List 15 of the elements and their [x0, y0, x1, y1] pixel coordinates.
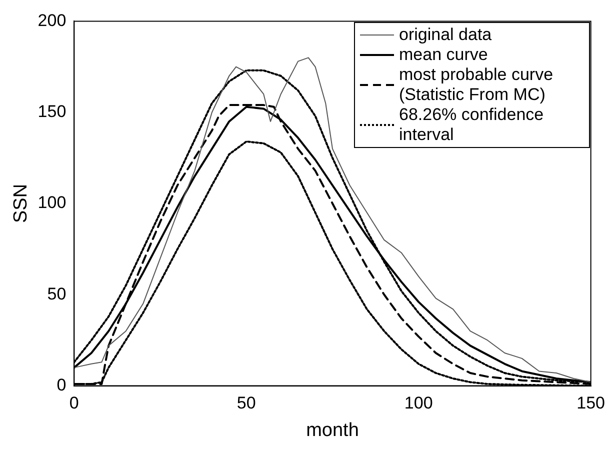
y-axis-title: SSN [10, 184, 32, 224]
y-tick-label: 200 [38, 10, 66, 30]
x-tick-label: 100 [404, 394, 433, 413]
legend-label: mean curve [399, 45, 488, 65]
y-tick-label: 50 [47, 284, 66, 304]
x-tick-label: 0 [69, 394, 79, 413]
legend-label: most probable curve (Statistic From MC) [399, 65, 554, 105]
x-tick-label: 50 [236, 394, 256, 413]
x-tick-label: 150 [576, 394, 606, 413]
x-axis-title: month [306, 420, 359, 441]
y-tick-label: 0 [56, 375, 66, 394]
y-tick-label: 100 [38, 193, 66, 212]
y-tick-label: 150 [38, 102, 66, 122]
legend-label: original data [399, 25, 492, 45]
legend-label: 68.26% confidence interval [399, 105, 545, 145]
